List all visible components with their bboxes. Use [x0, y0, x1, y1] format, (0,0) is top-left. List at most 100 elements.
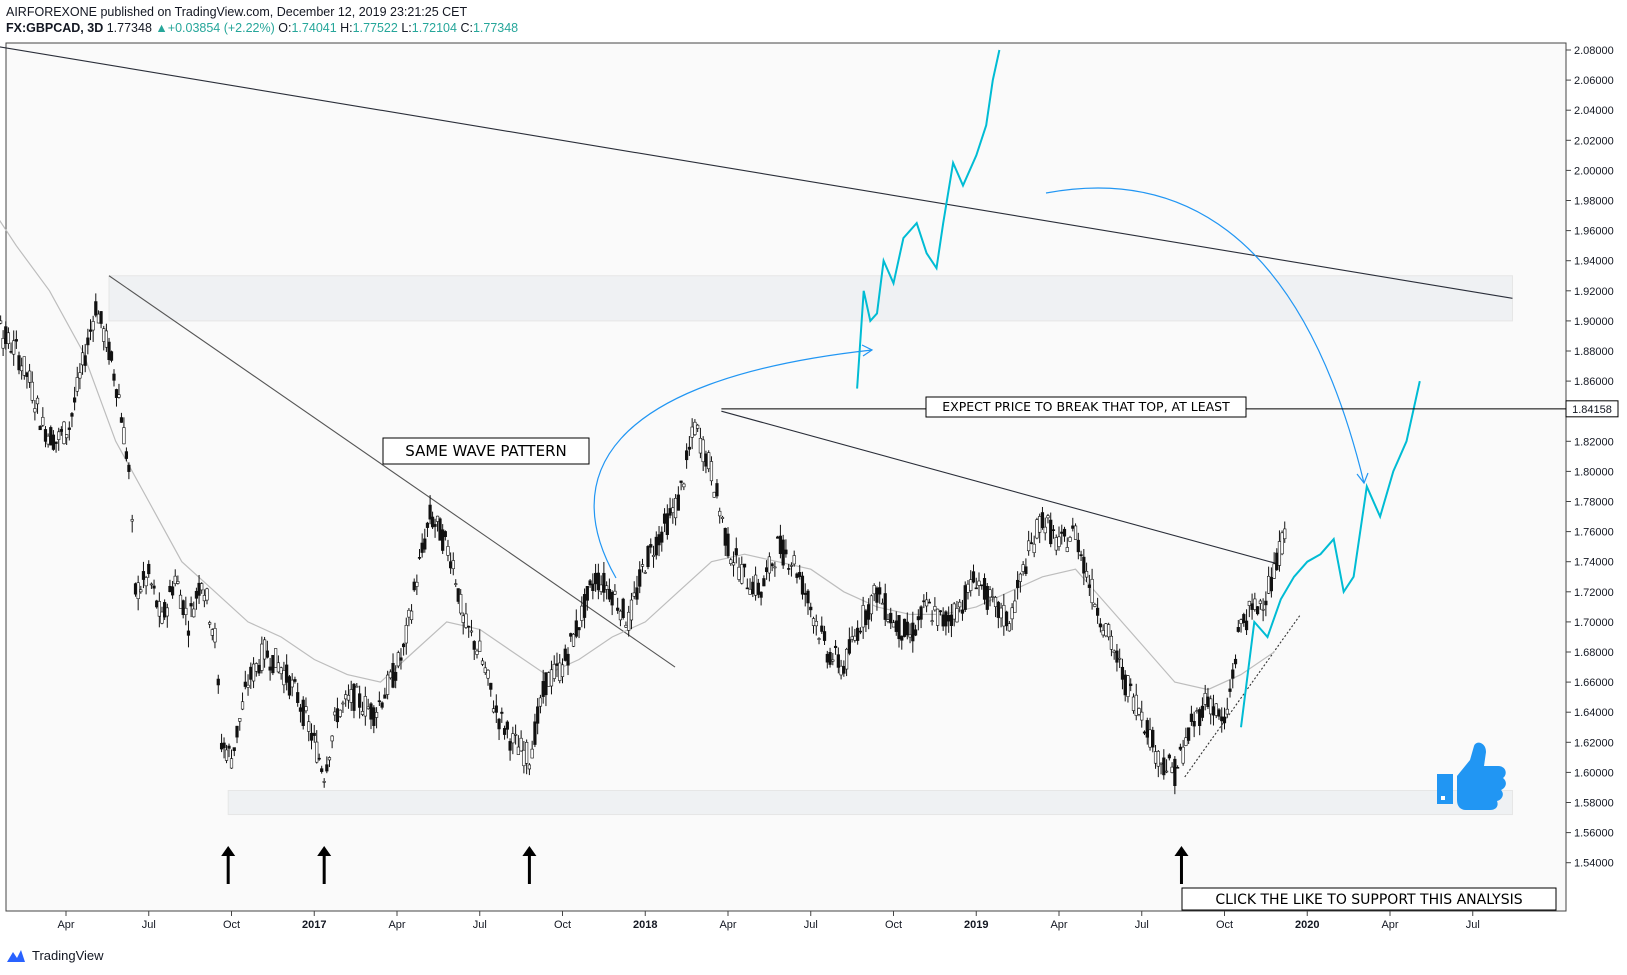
y-tick-label: 2.04000 [1574, 105, 1614, 117]
candle-down [508, 741, 512, 751]
candle-down [980, 584, 984, 587]
candle-up [1267, 575, 1271, 594]
candle-up [165, 607, 169, 617]
candle-up [527, 764, 531, 770]
candle-down [265, 650, 269, 658]
candle-down [1256, 606, 1260, 615]
candle-down [1250, 603, 1254, 610]
x-axis[interactable]: Apr Jul Oct 2017 Apr Jul Oct 2018 Apr Jul Oct 2019 A… [57, 911, 1480, 931]
candle-up [1247, 600, 1251, 606]
candle-down [325, 764, 329, 772]
candle-down [155, 600, 159, 608]
candle-down [919, 606, 923, 620]
candle-down [878, 587, 882, 595]
candle-up [176, 581, 180, 584]
candle-up [516, 746, 520, 755]
candle-up [1073, 525, 1078, 540]
candle-down [726, 533, 730, 557]
candle-up [933, 606, 937, 611]
candle-down [38, 425, 42, 431]
same-wave-text: SAME WAVE PATTERN [405, 442, 566, 460]
candle-down [596, 572, 600, 591]
click-like-annotation[interactable]: CLICK THE LIKE TO SUPPORT THIS ANALYSIS [1181, 887, 1557, 911]
expect-annotation: EXPECT PRICE TO BREAK THAT TOP, AT LEAST [925, 396, 1247, 418]
curved-arrow-right [1045, 187, 1365, 484]
candle-down [194, 590, 199, 599]
candle-down [996, 601, 1000, 618]
candle-up [1021, 564, 1025, 572]
candle-up [690, 426, 694, 438]
candle-up [1010, 607, 1014, 620]
candle-down [533, 721, 537, 745]
candle-up [1258, 600, 1262, 604]
rising-support-line [1184, 614, 1302, 778]
candle-down [1145, 720, 1149, 738]
candle-down [751, 581, 755, 595]
y-tick-label: 1.70000 [1574, 617, 1614, 629]
candle-down [820, 625, 824, 632]
plot-area[interactable] [5, 42, 1567, 912]
candle-down [687, 446, 691, 450]
candle-down [745, 587, 749, 590]
click-like-text[interactable]: CLICK THE LIKE TO SUPPORT THIS ANALYSIS [1215, 892, 1522, 908]
candle-down [497, 718, 501, 730]
tradingview-brand[interactable]: TradingView [32, 948, 104, 963]
candle-up [988, 589, 992, 598]
up-arrow-icon [522, 846, 537, 856]
candle-up [1002, 605, 1006, 627]
candle-down [1051, 529, 1056, 531]
candle-up [514, 733, 518, 736]
candle-up [1112, 650, 1116, 653]
candle-down [352, 683, 356, 711]
candle-down [856, 627, 860, 641]
candle-down [1192, 721, 1196, 727]
tradingview-logo-icon[interactable] [6, 949, 26, 963]
candle-down [762, 578, 766, 587]
candle-up [20, 365, 24, 372]
candle-up [651, 554, 656, 557]
candle-up [12, 340, 16, 355]
candle-up [304, 706, 308, 712]
candle-down [1178, 746, 1182, 750]
high-value: 1.77522 [352, 21, 398, 35]
candle-down [544, 672, 548, 696]
candle-up [693, 421, 697, 435]
candle-down [798, 572, 802, 577]
candle-up [720, 516, 725, 519]
y-tick-label: 1.86000 [1574, 376, 1614, 388]
candle-down [170, 586, 175, 596]
candle-down [1233, 658, 1238, 665]
x-tick-label: 2018 [633, 919, 657, 931]
y-tick-label: 1.60000 [1574, 767, 1614, 779]
x-tick-label: Apr [388, 919, 405, 931]
candle-down [271, 655, 275, 674]
candle-up [149, 583, 153, 586]
candle-up [908, 634, 912, 638]
click-like-box[interactable] [1181, 887, 1557, 911]
candle-down [181, 600, 185, 615]
like-hand-icon[interactable] [1457, 742, 1506, 810]
candle-down [216, 678, 220, 686]
expect-box [925, 396, 1247, 418]
last-price: 1.77348 [106, 21, 152, 35]
thumbs-up-icon[interactable] [1437, 742, 1506, 810]
candle-up [1018, 573, 1022, 582]
candle-down [770, 563, 774, 567]
candle-down [1220, 716, 1224, 722]
candle-down [809, 606, 813, 611]
candle-up [1126, 675, 1130, 697]
candle-up [969, 579, 973, 591]
x-tick-label: Jul [142, 919, 156, 931]
candle-up [627, 611, 631, 631]
candle-down [1242, 614, 1246, 624]
candle-down [1029, 542, 1034, 544]
y-axis[interactable]: 2.08000 2.06000 2.04000 2.02000 2.00000 1.980… [1566, 45, 1614, 870]
candle-down [911, 622, 915, 642]
candle-down [249, 666, 253, 680]
candle-up [200, 583, 204, 591]
candle-down [974, 587, 978, 590]
price-chart[interactable]: 2.08000 2.06000 2.04000 2.02000 2.00000 1.980… [0, 0, 1627, 945]
candle-down [335, 708, 340, 723]
candle-down [1187, 727, 1191, 741]
y-tick-label: 1.90000 [1574, 316, 1614, 328]
